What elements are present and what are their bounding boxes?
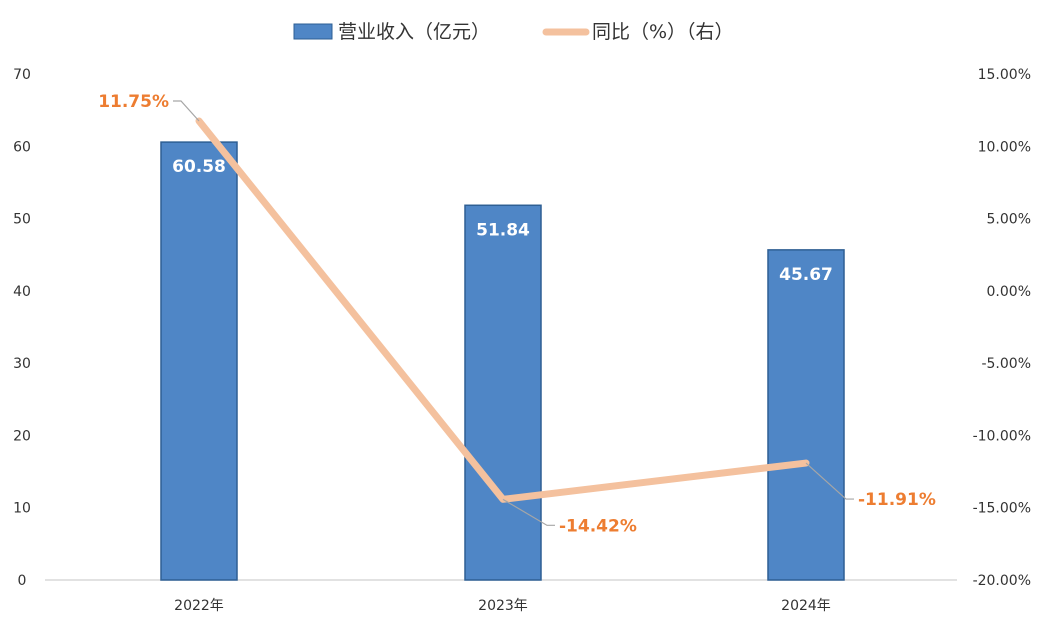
bar: [767, 249, 845, 581]
legend-swatch-revenue: [293, 23, 333, 40]
bar-data-label: 51.84: [476, 220, 530, 240]
left-tick-label: 30: [13, 356, 31, 372]
right-tick-label: -15.00%: [973, 501, 1031, 517]
left-tick-label: 60: [13, 139, 31, 155]
x-tick-label: 2024年: [781, 598, 831, 614]
bar-data-label: 60.58: [172, 157, 226, 177]
right-tick-label: -10.00%: [973, 428, 1031, 444]
left-tick-label: 0: [18, 573, 27, 589]
legend-label-yoy: 同比（%）（右）: [592, 21, 734, 43]
leader-line: [502, 498, 555, 526]
legend-label-revenue: 营业收入（亿元）: [338, 21, 490, 43]
right-tick-label: -20.00%: [973, 573, 1031, 589]
legend: 营业收入（亿元） 同比（%）（右）: [293, 21, 734, 43]
bar: [464, 204, 542, 581]
right-axis: -20.00% -15.00% -10.00% -5.00% 0.00% 5.00% 10.…: [973, 67, 1031, 589]
right-tick-label: -5.00%: [981, 356, 1031, 372]
line-series: 11.75% -14.42% -11.91%: [98, 92, 936, 536]
left-tick-label: 70: [13, 67, 31, 83]
right-tick-label: 5.00%: [987, 212, 1031, 228]
bar-data-label: 45.67: [779, 265, 833, 285]
leader-line: [173, 100, 200, 122]
left-tick-label: 10: [13, 501, 31, 517]
yoy-data-label: -11.91%: [858, 490, 936, 510]
left-axis: 0 10 20 30 40 50 60 70: [13, 67, 31, 589]
x-tick-label: 2023年: [478, 598, 528, 614]
left-tick-label: 20: [13, 428, 31, 444]
bar-series: 60.58 51.84 45.67: [160, 141, 845, 581]
leader-line: [805, 462, 854, 500]
x-axis: 2022年 2023年 2024年: [174, 598, 831, 614]
right-tick-label: 10.00%: [978, 139, 1031, 155]
bar: [160, 141, 238, 581]
right-tick-label: 0.00%: [987, 284, 1031, 300]
yoy-data-label: 11.75%: [98, 92, 169, 112]
yoy-data-label: -14.42%: [559, 516, 637, 536]
left-tick-label: 50: [13, 212, 31, 228]
left-tick-label: 40: [13, 284, 31, 300]
x-tick-label: 2022年: [174, 598, 224, 614]
right-tick-label: 15.00%: [978, 67, 1031, 83]
